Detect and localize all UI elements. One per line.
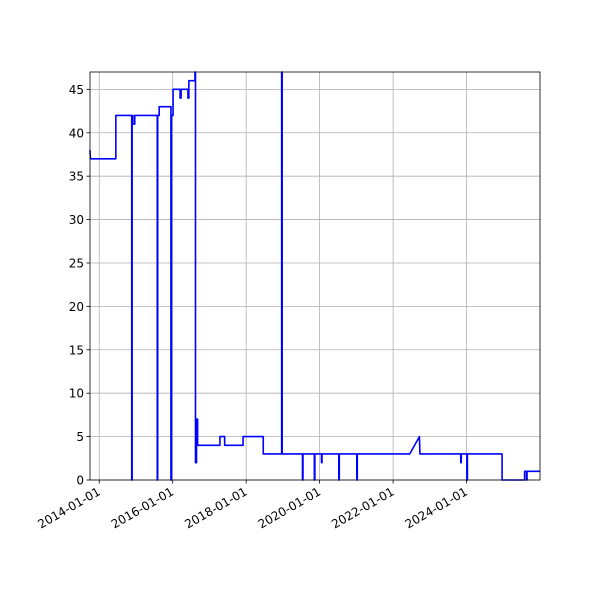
- y-tick-label: 5: [76, 430, 84, 444]
- tick-marks: [86, 88, 467, 484]
- y-tick-label: 0: [76, 474, 84, 488]
- plot-frame: [89, 71, 541, 481]
- y-tick-label: 25: [69, 256, 84, 270]
- series-line: [89, 71, 540, 481]
- y-tick-label: 20: [69, 300, 84, 314]
- y-tick-label: 30: [69, 213, 84, 227]
- y-axis-tick-labels: 0 5 10 15 20 25 30 35 40 45: [69, 83, 84, 488]
- y-tick-label: 45: [69, 83, 84, 97]
- y-tick-label: 15: [69, 343, 84, 357]
- y-tick-label: 40: [69, 126, 84, 140]
- y-tick-label: 10: [69, 387, 84, 401]
- plot-area-background: [90, 72, 540, 480]
- y-tick-label: 35: [69, 170, 84, 184]
- series-layer: [89, 71, 540, 481]
